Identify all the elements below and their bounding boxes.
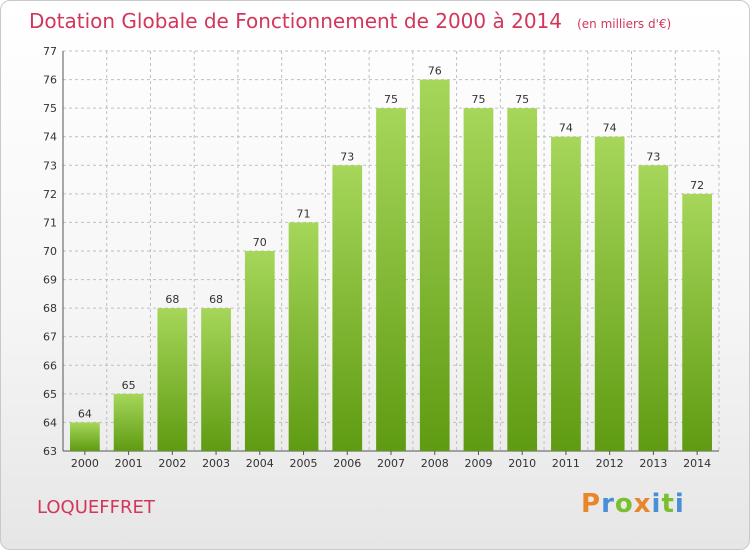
y-tick-label: 76 xyxy=(43,74,57,87)
bar-value-label: 74 xyxy=(559,122,573,135)
bar xyxy=(376,108,406,452)
bar-value-label: 64 xyxy=(78,407,92,420)
y-tick-label: 77 xyxy=(43,45,57,58)
y-tick-label: 72 xyxy=(43,188,57,201)
bar xyxy=(288,222,319,451)
bar xyxy=(594,136,625,451)
logo-letter: P xyxy=(581,489,602,519)
logo-letter: i xyxy=(674,489,685,519)
x-tick-label: 2009 xyxy=(464,457,492,470)
y-tick-label: 63 xyxy=(43,445,57,458)
bar-value-label: 65 xyxy=(122,379,136,392)
x-tick-label: 2013 xyxy=(639,457,667,470)
commune-name: LOQUEFFRET xyxy=(37,497,155,518)
y-tick-label: 67 xyxy=(43,331,57,344)
chart-title-unit: (en milliers d'€) xyxy=(577,17,672,31)
chart-title: Dotation Globale de Fonctionnement de 20… xyxy=(29,9,671,33)
y-tick-label: 68 xyxy=(43,302,57,315)
bar xyxy=(113,393,144,451)
bar xyxy=(69,422,100,451)
y-tick-label: 75 xyxy=(43,102,57,115)
x-tick-label: 2004 xyxy=(246,457,274,470)
x-tick-label: 2006 xyxy=(333,457,361,470)
bar-value-label: 73 xyxy=(340,150,354,163)
bar xyxy=(682,193,713,451)
bar xyxy=(507,108,538,452)
x-tick-label: 2011 xyxy=(552,457,580,470)
x-tick-label: 2014 xyxy=(683,457,711,470)
bar-value-label: 75 xyxy=(515,93,529,106)
y-tick-label: 66 xyxy=(43,359,57,372)
bar xyxy=(201,308,231,451)
bar-value-label: 75 xyxy=(384,93,398,106)
x-tick-label: 2000 xyxy=(71,457,99,470)
x-tick-label: 2007 xyxy=(377,457,405,470)
x-tick-label: 2002 xyxy=(158,457,186,470)
bar-value-label: 71 xyxy=(297,207,311,220)
logo-letter: i xyxy=(651,489,662,519)
y-tick-label: 64 xyxy=(43,416,57,429)
y-tick-label: 74 xyxy=(43,131,57,144)
x-tick-label: 2003 xyxy=(202,457,230,470)
y-tick-label: 69 xyxy=(43,274,57,287)
logo-letter: r xyxy=(601,489,615,519)
y-tick-label: 65 xyxy=(43,388,57,401)
chart-title-main: Dotation Globale de Fonctionnement de 20… xyxy=(29,9,562,33)
bar xyxy=(463,108,494,452)
logo-letter: t xyxy=(661,489,675,519)
bar xyxy=(157,308,188,451)
x-tick-label: 2008 xyxy=(421,457,449,470)
x-tick-label: 2001 xyxy=(115,457,143,470)
bar-value-label: 73 xyxy=(646,150,660,163)
bar-value-label: 72 xyxy=(690,179,704,192)
x-tick-label: 2010 xyxy=(508,457,536,470)
logo-letter: o xyxy=(614,489,634,519)
bar-value-label: 74 xyxy=(603,122,617,135)
bar xyxy=(419,79,450,452)
bar-value-label: 68 xyxy=(209,293,223,306)
bar-value-label: 68 xyxy=(165,293,179,306)
x-tick-label: 2012 xyxy=(596,457,624,470)
y-tick-label: 71 xyxy=(43,216,57,229)
y-tick-label: 70 xyxy=(43,245,57,258)
logo-letter: x xyxy=(633,489,652,519)
bar xyxy=(638,165,669,452)
proxiti-logo[interactable]: Proxiti xyxy=(581,489,685,519)
bar xyxy=(551,136,581,451)
bar-value-label: 76 xyxy=(428,65,442,78)
bar-value-label: 70 xyxy=(253,236,267,249)
y-tick-label: 73 xyxy=(43,159,57,172)
bar-value-label: 75 xyxy=(471,93,485,106)
bar xyxy=(332,165,363,452)
x-tick-label: 2005 xyxy=(290,457,318,470)
bar xyxy=(244,251,275,451)
